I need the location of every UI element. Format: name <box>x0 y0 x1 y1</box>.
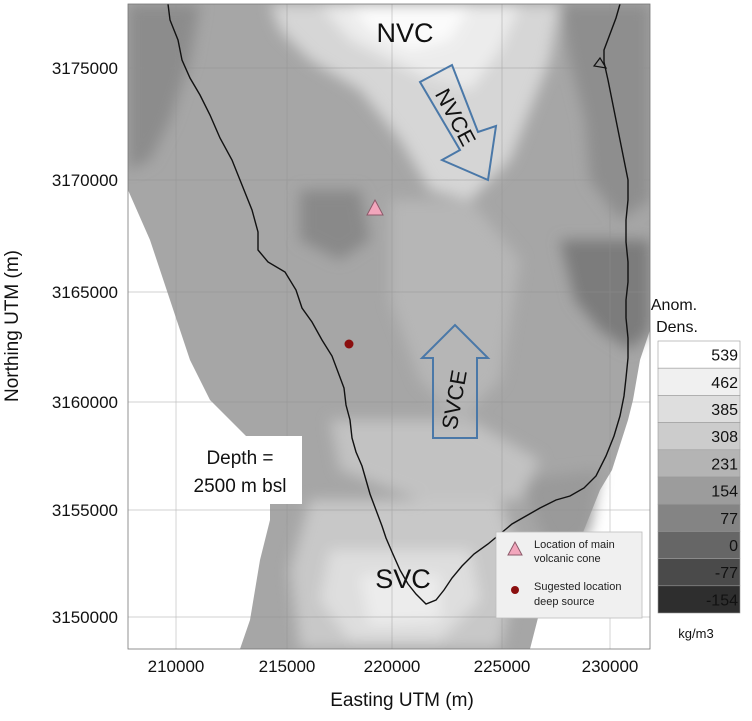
svce-arrow: SVCE <box>419 323 491 439</box>
deep-source-marker <box>344 339 354 349</box>
coastline <box>167 4 629 605</box>
colorbar: Anom. Dens. 539 462 385 308 231 154 77 0 -77 -154… <box>651 297 741 641</box>
y-tick-labels: 3175000 3170000 3165000 3160000 3155000 … <box>52 59 118 627</box>
colorbar-label: 154 <box>711 484 738 501</box>
legend-source-line2: deep source <box>534 596 595 608</box>
x-tick-labels: 210000 215000 220000 225000 230000 <box>148 657 639 676</box>
legend-source-icon <box>511 586 519 594</box>
legend-cone-icon <box>507 540 523 556</box>
colorbar-label: 0 <box>729 538 738 555</box>
colorbar-label: 462 <box>711 375 738 392</box>
colorbar-label: 308 <box>711 429 738 446</box>
marker-legend: Location of main volcanic cone Sugested … <box>495 531 643 619</box>
y-tick-3155000: 3155000 <box>52 501 118 520</box>
x-axis-label: Easting UTM (m) <box>330 690 474 711</box>
y-tick-3170000: 3170000 <box>52 171 118 190</box>
nvc-label: NVC <box>376 18 433 48</box>
colorbar-swatch <box>657 531 741 559</box>
depth-line1: Depth = <box>206 448 273 469</box>
legend-cone-line1: Location of main <box>534 539 615 551</box>
depth-annotation: Depth = 2500 m bsl <box>178 436 302 504</box>
colorbar-title-line2: Dens. <box>656 319 698 336</box>
colorbar-swatch <box>657 449 741 478</box>
svce-arrow-shape <box>419 323 491 439</box>
colorbar-swatch <box>657 558 741 587</box>
colorbar-label: 231 <box>711 456 738 473</box>
colorbar-label: 539 <box>711 348 738 365</box>
colorbar-label: 385 <box>711 402 738 419</box>
x-tick-225000: 225000 <box>474 657 531 676</box>
depth-line2: 2500 m bsl <box>194 476 287 497</box>
x-tick-230000: 230000 <box>582 657 639 676</box>
colorbar-swatch <box>657 585 741 614</box>
x-tick-210000: 210000 <box>148 657 205 676</box>
legend-source-line1: Sugested location <box>534 581 621 593</box>
x-tick-220000: 220000 <box>364 657 421 676</box>
colorbar-label: 77 <box>720 511 738 528</box>
svc-label: SVC <box>375 564 431 594</box>
colorbar-swatch <box>657 395 741 423</box>
colorbar-title-line1: Anom. <box>651 297 697 314</box>
grid-lines <box>128 4 650 649</box>
y-tick-3160000: 3160000 <box>52 393 118 412</box>
colorbar-swatch <box>657 367 741 396</box>
colorbar-swatch <box>657 503 741 532</box>
volcanic-cone-marker <box>366 198 384 216</box>
colorbar-label: -77 <box>715 565 738 582</box>
colorbar-swatch <box>657 422 741 451</box>
colorbar-unit: kg/m3 <box>678 626 713 641</box>
y-tick-3165000: 3165000 <box>52 283 118 302</box>
colorbar-swatch <box>657 476 741 505</box>
y-tick-3175000: 3175000 <box>52 59 118 78</box>
y-tick-3150000: 3150000 <box>52 608 118 627</box>
y-axis-label: Northing UTM (m) <box>2 250 23 402</box>
x-tick-215000: 215000 <box>259 657 316 676</box>
colorbar-label: -154 <box>706 592 738 609</box>
legend-cone-line2: volcanic cone <box>534 553 601 565</box>
nvce-arrow-shape <box>418 63 498 182</box>
